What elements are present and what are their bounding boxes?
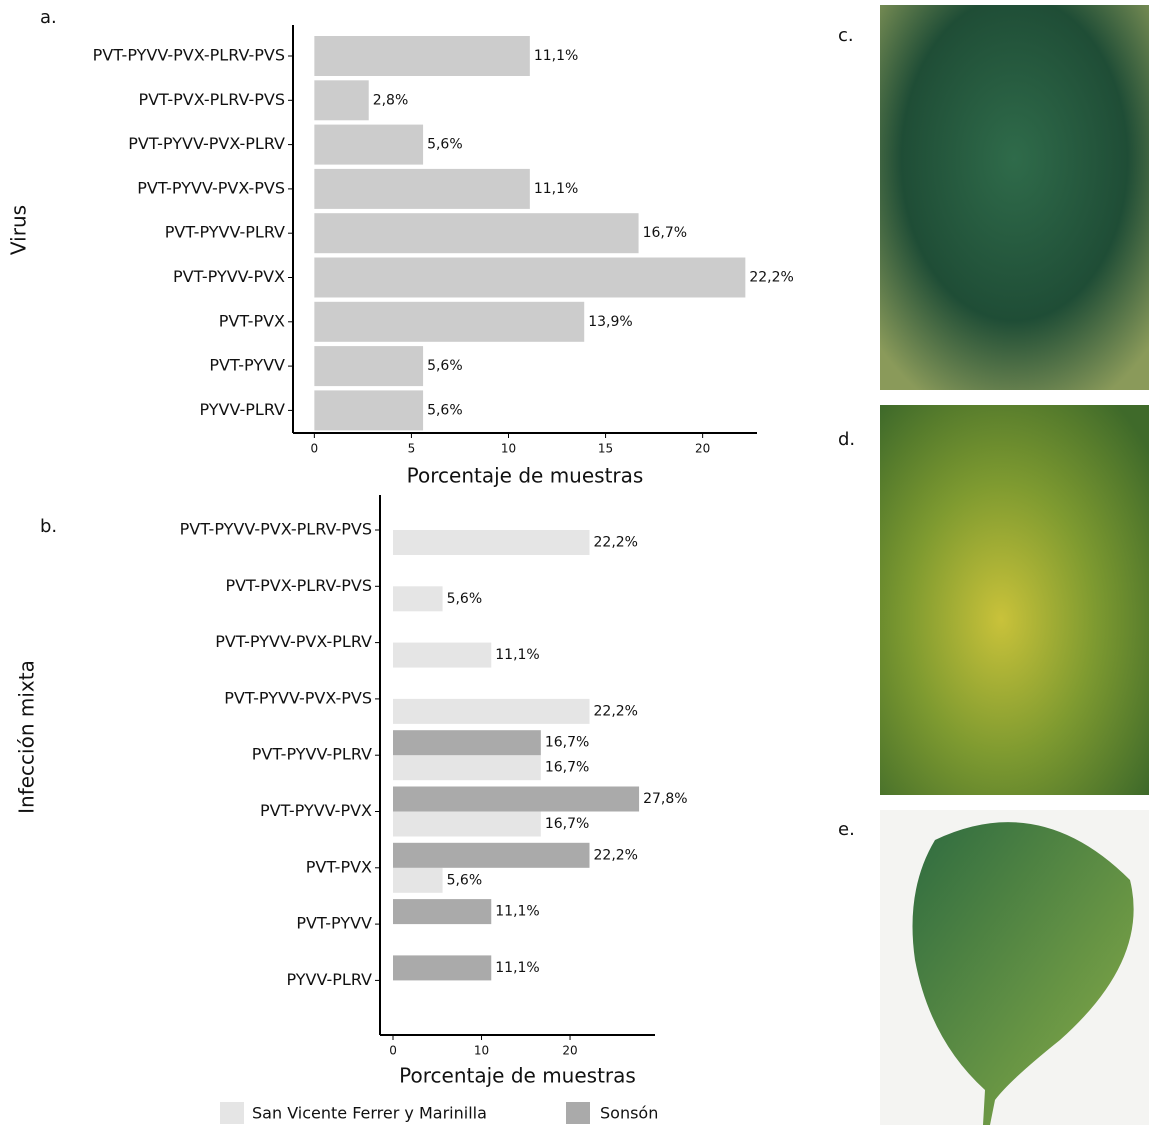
value-label: 16,7% [545,735,589,751]
value-label: 16,7% [545,816,589,832]
legend-label: Sonsón [600,1104,658,1123]
bar [314,390,423,430]
value-label: 11,1% [495,904,539,920]
x-tick-label: 15 [598,442,613,456]
y-tick-label: PVT-PYVV-PVX [173,267,285,286]
bar [393,586,443,611]
bar [314,169,529,209]
value-label: 11,1% [534,48,578,64]
panel-label: a. [40,7,57,28]
bar [314,36,529,76]
y-tick-label: PVT-PYVV-PVX-PVS [224,688,372,707]
x-tick-label: 10 [474,1044,489,1058]
y-tick-label: PVT-PYVV-PVX-PVS [137,178,285,197]
x-axis-title: Porcentaje de muestras [399,1064,636,1088]
bar [314,258,745,298]
value-label: 16,7% [545,760,589,776]
value-label: 22,2% [594,535,638,551]
value-label: 11,1% [495,960,539,976]
y-axis-title: Infección mixta [15,660,39,814]
y-tick-label: PVT-PYVV-PVX-PLRV-PVS [180,520,372,539]
bar [314,125,423,165]
bar [393,899,491,924]
value-label: 13,9% [588,314,632,330]
bar [314,302,584,342]
y-tick-label: PVT-PYVV-PVX-PLRV [215,632,372,651]
value-label: 27,8% [643,791,687,807]
x-tick-label: 20 [562,1044,577,1058]
value-label: 16,7% [643,225,687,241]
legend-label: San Vicente Ferrer y Marinilla [252,1104,487,1123]
bar [393,530,589,555]
value-label: 5,6% [447,591,483,607]
panel-label: b. [40,516,57,537]
bar [393,868,443,893]
bar [393,955,491,980]
value-label: 11,1% [534,181,578,197]
x-axis-title: Porcentaje de muestras [407,464,644,488]
y-axis-title: Virus [7,205,31,255]
photo-label: e. [838,819,855,840]
y-tick-label: PVT-PYVV-PLRV [165,223,285,242]
photo-d [880,405,1149,795]
y-tick-label: PVT-PVX-PLRV-PVS [225,576,372,595]
photo-c [880,5,1149,390]
figure: c. d. e. a.VirusPorcentaje de muestras05… [0,0,1149,1125]
value-label: 22,2% [594,703,638,719]
photo-label: d. [838,429,855,450]
value-label: 22,2% [749,270,793,286]
y-tick-label: PVT-PYVV-PVX-PLRV [128,134,285,153]
y-tick-label: PVT-PVX [306,857,372,876]
bar [314,346,423,386]
value-label: 5,6% [427,137,463,153]
x-tick-label: 5 [408,442,416,456]
value-label: 5,6% [427,358,463,374]
bar [393,787,639,812]
bar [393,699,589,724]
y-tick-label: PYVV-PLRV [199,400,285,419]
bar [314,80,368,120]
y-tick-label: PYVV-PLRV [286,970,372,989]
bar [393,755,541,780]
x-tick-label: 0 [311,442,319,456]
legend-swatch [220,1102,244,1124]
y-tick-label: PVT-PYVV-PVX-PLRV-PVS [93,46,285,65]
bar [314,213,638,253]
bar [393,730,541,755]
y-tick-label: PVT-PYVV [209,356,285,375]
y-tick-label: PVT-PVX [219,311,285,330]
photo-label: c. [838,25,854,46]
y-tick-label: PVT-PYVV-PLRV [252,745,372,764]
y-tick-label: PVT-PVX-PLRV-PVS [138,90,285,109]
value-label: 2,8% [373,92,409,108]
value-label: 22,2% [594,847,638,863]
x-tick-label: 20 [695,442,710,456]
value-label: 11,1% [495,647,539,663]
bar [393,812,541,837]
value-label: 5,6% [427,402,463,418]
legend-swatch [566,1102,590,1124]
y-tick-label: PVT-PYVV [296,914,372,933]
y-tick-label: PVT-PYVV-PVX [260,801,372,820]
bar [393,843,589,868]
bar [393,643,491,668]
x-tick-label: 10 [501,442,516,456]
x-tick-label: 0 [389,1044,397,1058]
value-label: 5,6% [447,872,483,888]
